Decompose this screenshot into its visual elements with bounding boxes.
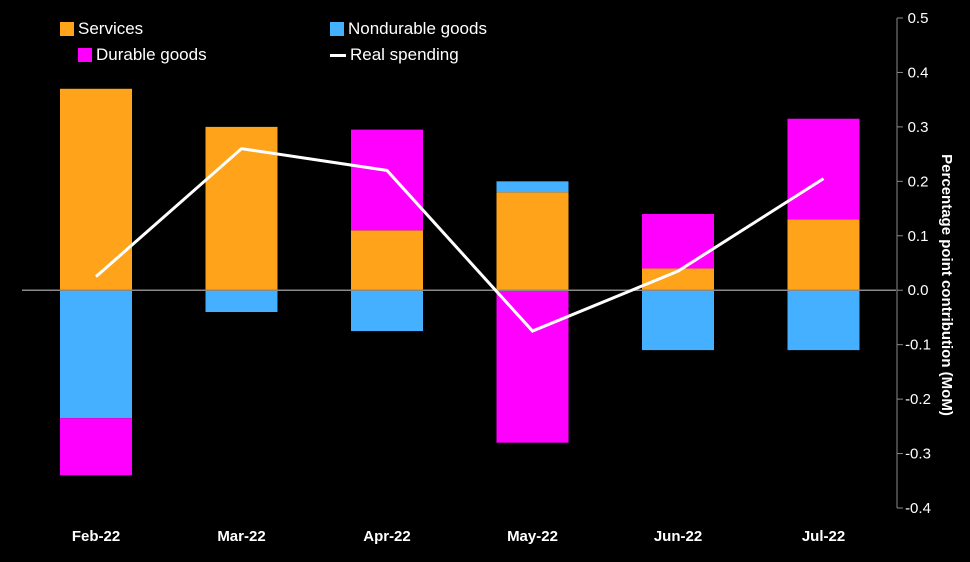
legend-nondurable: Nondurable goods <box>330 19 487 39</box>
legend-nondurable-label: Nondurable goods <box>348 19 487 38</box>
legend-real-spending-label: Real spending <box>350 45 459 64</box>
real-spending-swatch <box>330 53 346 57</box>
x-tick-label: Feb-22 <box>72 528 120 545</box>
x-tick-layer: Feb-22 Mar-22 Apr-22 May-22 Jun-22 Jul-22 <box>72 528 845 545</box>
x-tick-label: Jul-22 <box>802 528 845 545</box>
nondurable-swatch <box>330 22 344 36</box>
legend-durable: Durable goods <box>78 45 207 65</box>
x-tick-label: Mar-22 <box>217 528 265 545</box>
bars-layer <box>60 88 860 476</box>
services-swatch <box>60 22 74 36</box>
y-tick-label: 0.0 <box>908 282 929 299</box>
real-spending-line <box>95 147 825 333</box>
y-tick-label: 0.1 <box>908 228 929 245</box>
legend-services: Services <box>60 19 143 39</box>
y-tick-label: 0.2 <box>908 173 929 190</box>
bar-services-feb-22 <box>60 88 132 291</box>
y-axis-label: Percentage point contribution (MoM) <box>938 154 955 416</box>
y-tick-label: 0.5 <box>908 10 929 27</box>
y-tick-layer: 0.5 0.4 0.3 0.2 0.1 0.0 -0.1 -0.2 -0.3 -0.4 <box>896 10 931 517</box>
durable-swatch <box>78 48 92 62</box>
x-tick-label: May-22 <box>507 528 558 545</box>
bar-durable-goods-apr-22 <box>351 129 423 231</box>
bar-services-jul-22 <box>787 219 860 291</box>
bar-nondurable-goods-feb-22 <box>60 290 132 419</box>
legend-services-label: Services <box>78 19 144 38</box>
y-tick-label: -0.1 <box>905 337 931 354</box>
bar-services-jun-22 <box>642 268 714 291</box>
bar-nondurable-goods-may-22 <box>496 181 569 193</box>
legend-durable-label: Durable goods <box>96 45 207 64</box>
y-tick-label: 0.3 <box>908 119 929 136</box>
bar-nondurable-goods-jun-22 <box>642 290 714 351</box>
bar-nondurable-goods-mar-22 <box>205 290 278 312</box>
bar-durable-goods-jun-22 <box>642 214 714 269</box>
bar-services-may-22 <box>496 192 569 291</box>
y-tick-label: -0.4 <box>905 500 931 517</box>
y-tick-label: 0.4 <box>908 64 929 81</box>
x-tick-label: Jun-22 <box>654 528 702 545</box>
bar-services-mar-22 <box>205 126 278 291</box>
bar-durable-goods-feb-22 <box>60 418 132 476</box>
bar-services-apr-22 <box>351 230 423 291</box>
bar-nondurable-goods-apr-22 <box>351 290 423 332</box>
bar-nondurable-goods-jul-22 <box>787 290 860 351</box>
bar-durable-goods-may-22 <box>496 290 569 443</box>
y-tick-label: -0.3 <box>905 446 931 463</box>
bar-durable-goods-jul-22 <box>787 118 860 220</box>
y-tick-label: -0.2 <box>905 391 931 408</box>
legend-real-spending: Real spending <box>330 45 459 65</box>
x-tick-label: Apr-22 <box>363 528 411 545</box>
